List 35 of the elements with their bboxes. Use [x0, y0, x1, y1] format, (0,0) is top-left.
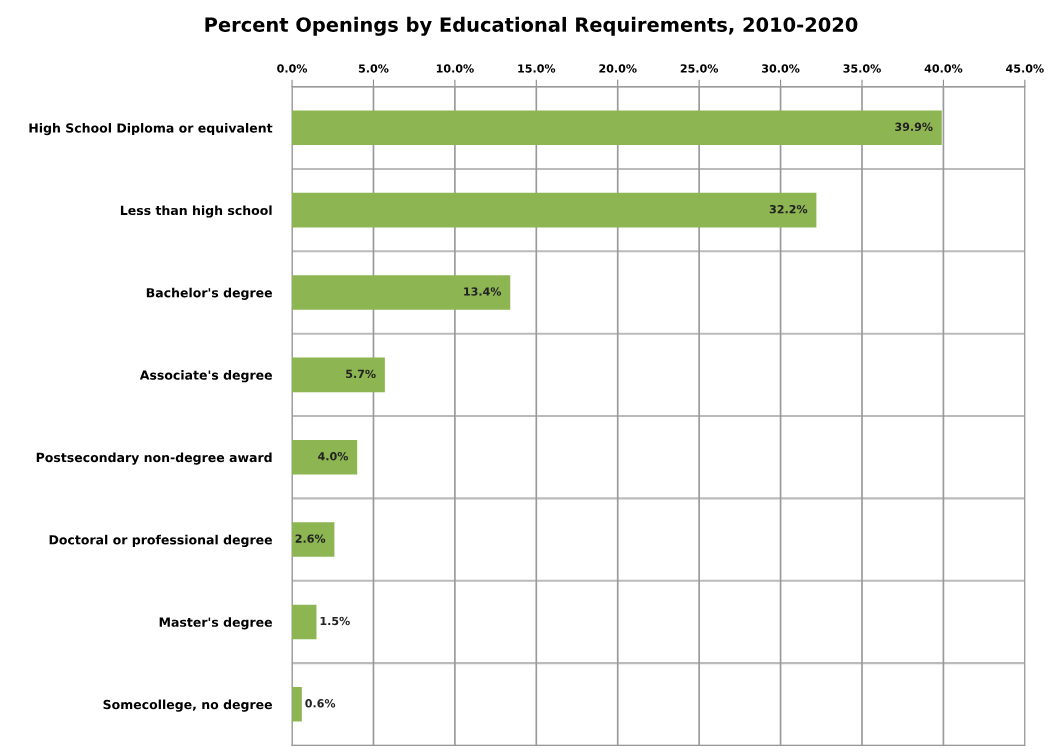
x-tick-label: 10.0%: [436, 64, 474, 73]
data-label: 0.6%: [305, 699, 336, 708]
y-tick-label: High School Diploma or equivalent: [29, 123, 273, 136]
data-label: 39.9%: [895, 122, 933, 131]
bar: [292, 522, 335, 557]
y-tick-label: Less than high school: [120, 205, 272, 218]
y-tick-label: Associate's degree: [139, 370, 272, 383]
y-tick-label: Somecollege, no degree: [103, 699, 272, 712]
data-label: 4.0%: [318, 452, 349, 461]
x-tick-label: 5.0%: [358, 64, 389, 73]
x-tick-label: 25.0%: [680, 64, 719, 73]
y-tick-label: Postsecondary non-degree award: [36, 452, 272, 465]
bar: [292, 110, 942, 146]
x-tick-label: 30.0%: [762, 64, 800, 73]
bar: [292, 686, 302, 722]
data-label: 1.5%: [320, 616, 350, 626]
y-tick-label: Master's degree: [159, 617, 272, 630]
bar: [292, 439, 358, 475]
data-label: 13.4%: [464, 287, 502, 296]
x-tick-label: 35.0%: [843, 64, 881, 73]
bar: [292, 275, 511, 310]
bar: [292, 357, 385, 393]
bar: [292, 192, 817, 228]
chart-title: Percent Openings by Educational Requirements, 2010-2020: [205, 16, 858, 36]
bar: [292, 604, 317, 640]
y-tick-label: Doctoral or professional degree: [49, 534, 272, 548]
x-tick-label: 40.0%: [924, 64, 963, 73]
x-tick-label: 45.0%: [1006, 64, 1044, 73]
x-tick-label: 0.0%: [277, 64, 308, 73]
data-label: 2.6%: [295, 534, 326, 543]
y-tick-label: Bachelor's degree: [146, 287, 272, 300]
data-label: 32.2%: [769, 204, 808, 214]
data-label: 5.7%: [346, 369, 376, 379]
x-tick-label: 15.0%: [518, 64, 556, 73]
x-tick-label: 20.0%: [599, 64, 637, 73]
